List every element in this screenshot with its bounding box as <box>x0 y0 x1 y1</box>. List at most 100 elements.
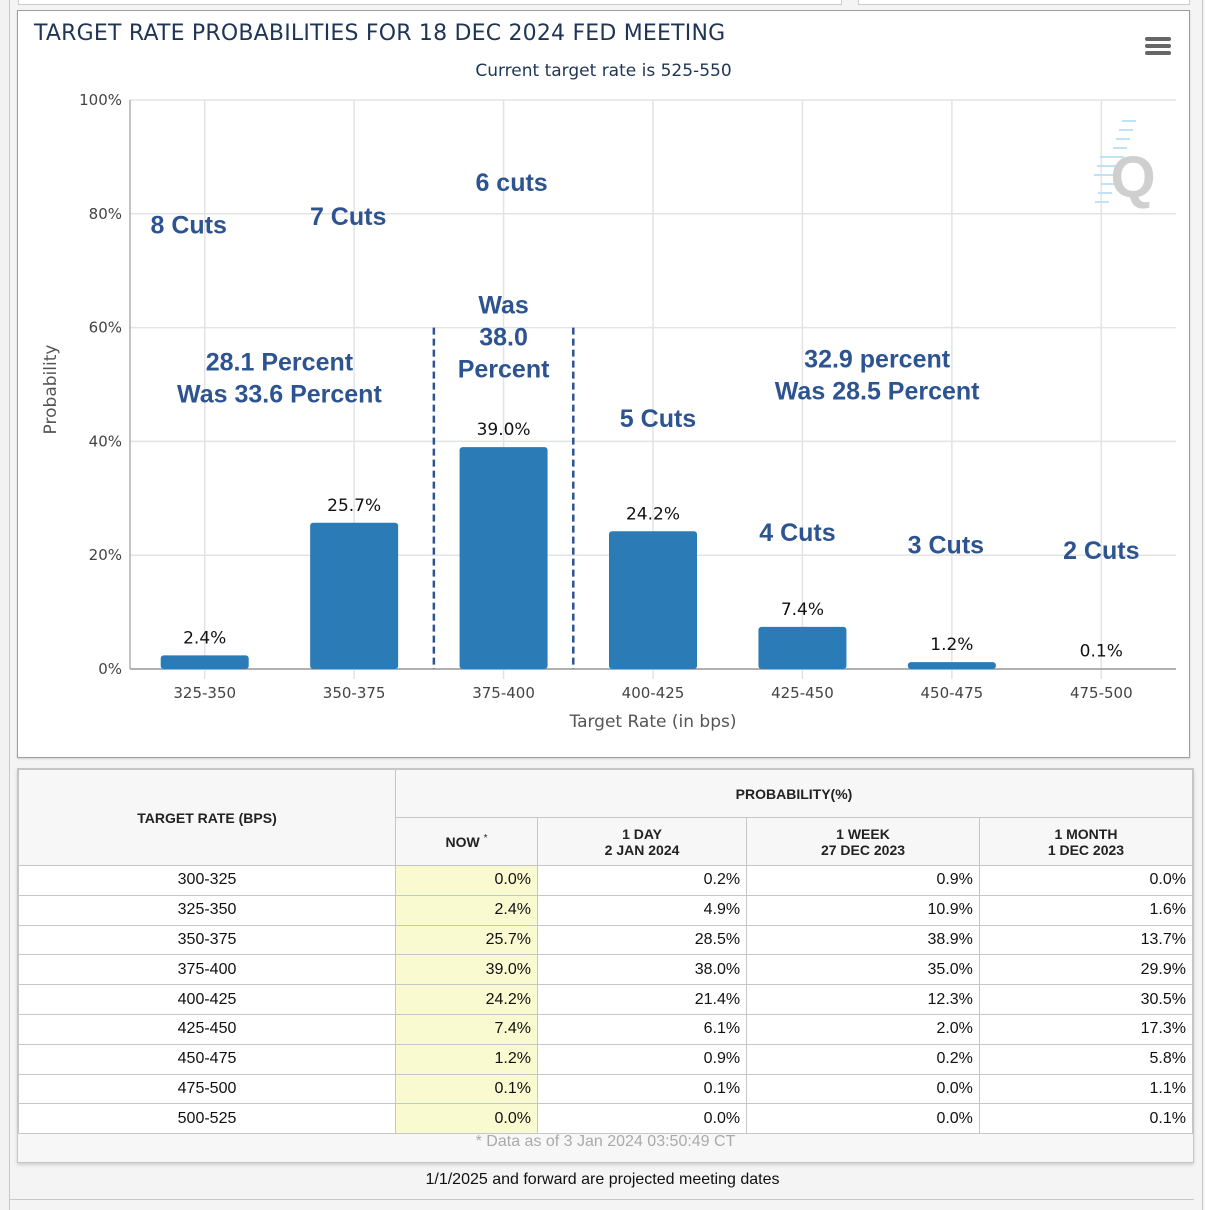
annotation-text: Was <box>478 291 528 319</box>
cell-now: 1.2% <box>395 1043 538 1075</box>
table-row: 300-325 0.0% 0.2% 0.9% 0.0% <box>17 865 1194 896</box>
y-tick-label: 100% <box>79 91 122 109</box>
cell-week: 35.0% <box>746 954 980 986</box>
annotation-text: 38.0 <box>479 323 528 351</box>
bar-350-375[interactable] <box>310 522 399 669</box>
table-row: 425-450 7.4% 6.1% 2.0% 17.3% <box>17 1013 1194 1045</box>
cell-week: 0.0% <box>746 1073 980 1105</box>
annotation-text: Percent <box>458 355 550 383</box>
cut-label: 7 Cuts <box>310 203 386 231</box>
data-label: 25.7% <box>327 496 381 516</box>
annotation-text: Was 33.6 Percent <box>177 380 382 408</box>
x-tick-label: 425-450 <box>771 684 834 702</box>
chart-panel: TARGET RATE PROBABILITIES FOR 18 DEC 202… <box>17 10 1190 758</box>
data-timestamp-footnote: * Data as of 3 Jan 2024 03:50:49 CT <box>475 1133 736 1150</box>
table-row: 450-475 1.2% 0.9% 0.2% 5.8% <box>17 1043 1194 1075</box>
chart-subtitle: Current target rate is 525-550 <box>475 61 732 81</box>
cell-rate: 375-400 <box>17 954 397 986</box>
chart-title: TARGET RATE PROBABILITIES FOR 18 DEC 202… <box>34 21 726 46</box>
cell-week: 0.2% <box>746 1043 980 1075</box>
cell-week: 10.9% <box>746 894 980 926</box>
cell-week: 0.0% <box>746 1103 980 1135</box>
cell-month: 0.0% <box>978 865 1194 896</box>
cell-now: 25.7% <box>395 924 538 956</box>
cell-month: 0.1% <box>978 1103 1194 1135</box>
cell-week: 0.9% <box>746 865 980 896</box>
page-left-border <box>0 0 10 1210</box>
data-label: 39.0% <box>477 420 531 440</box>
watermark-letter: Q <box>1110 145 1155 210</box>
bar-425-450[interactable] <box>758 626 847 669</box>
column-header-date: 1 DEC 2023 <box>1047 841 1125 858</box>
cut-label: 6 cuts <box>475 169 547 197</box>
footnote-marker: * <box>483 833 488 844</box>
bar-400-425[interactable] <box>609 531 697 669</box>
table-row: 475-500 0.1% 0.1% 0.0% 1.1% <box>17 1073 1194 1105</box>
cell-now: 2.4% <box>395 894 538 926</box>
cell-day: 28.5% <box>536 924 748 956</box>
cell-now: 39.0% <box>395 954 538 986</box>
cell-month: 1.6% <box>978 894 1194 926</box>
table-row: 375-400 39.0% 38.0% 35.0% 29.9% <box>17 954 1194 986</box>
column-header-line1: NOW <box>445 834 480 850</box>
y-tick-label: 20% <box>89 546 122 564</box>
y-tick-label: 60% <box>89 319 122 337</box>
header-target-rate: TARGET RATE (BPS) <box>17 769 397 866</box>
cell-week: 38.9% <box>746 924 980 956</box>
cell-month: 17.3% <box>978 1013 1194 1045</box>
cell-rate: 350-375 <box>17 924 397 956</box>
column-header-1-week: 1 WEEK 27 DEC 2023 <box>746 817 980 866</box>
header-probability: PROBABILITY(%) <box>395 769 1193 818</box>
x-tick-label: 325-350 <box>173 684 236 702</box>
data-label: 7.4% <box>781 600 824 620</box>
cut-label: 2 Cuts <box>1063 537 1139 565</box>
y-tick-label: 40% <box>89 432 122 450</box>
annotation-text: Was 28.5 Percent <box>775 377 980 405</box>
cell-month: 1.1% <box>978 1073 1194 1105</box>
probability-table: TARGET RATE (BPS) PROBABILITY(%) NOW * 1 … <box>17 769 1194 1135</box>
cell-day: 0.9% <box>536 1043 748 1075</box>
cell-now: 0.1% <box>395 1073 538 1105</box>
y-tick-label: 0% <box>98 660 122 678</box>
bar-450-475[interactable] <box>907 662 996 669</box>
table-row: 500-525 0.0% 0.0% 0.0% 0.1% <box>17 1103 1194 1135</box>
cell-rate: 475-500 <box>17 1073 397 1105</box>
column-header-line1: 1 DAY <box>622 825 663 842</box>
bar-325-350[interactable] <box>160 655 249 669</box>
column-header-line1: 1 WEEK <box>836 825 890 842</box>
annotation-text: 32.9 percent <box>804 345 951 373</box>
projected-dates-note: 1/1/2025 and forward are projected meeti… <box>425 1171 780 1188</box>
column-header-date: 2 JAN 2024 <box>604 841 680 858</box>
column-header-1-month: 1 MONTH 1 DEC 2023 <box>978 817 1194 866</box>
bottom-border <box>9 1199 1194 1200</box>
cell-now: 24.2% <box>395 984 538 1015</box>
column-header-line1: 1 MONTH <box>1054 825 1118 842</box>
top-strip <box>18 0 842 5</box>
cell-rate: 500-525 <box>17 1103 397 1135</box>
x-axis-title: Target Rate (in bps) <box>569 712 737 732</box>
table-row: 325-350 2.4% 4.9% 10.9% 1.6% <box>17 894 1194 926</box>
cut-label: 4 Cuts <box>759 519 835 547</box>
cut-label: 3 Cuts <box>908 531 984 559</box>
cell-rate: 450-475 <box>17 1043 397 1075</box>
x-tick-label: 400-425 <box>622 684 685 702</box>
cell-week: 2.0% <box>746 1013 980 1045</box>
data-label: 2.4% <box>183 628 226 648</box>
cell-now: 0.0% <box>395 865 538 896</box>
x-tick-label: 375-400 <box>472 684 535 702</box>
cell-day: 0.1% <box>536 1073 748 1105</box>
cell-rate: 325-350 <box>17 894 397 926</box>
cell-rate: 300-325 <box>17 865 397 896</box>
q-logo-icon: Q <box>1094 120 1156 210</box>
cell-rate: 425-450 <box>17 1013 397 1045</box>
cell-month: 5.8% <box>978 1043 1194 1075</box>
cell-now: 0.0% <box>395 1103 538 1135</box>
cell-day: 21.4% <box>536 984 748 1015</box>
table-row: 400-425 24.2% 21.4% 12.3% 30.5% <box>17 984 1194 1015</box>
cut-label: 5 Cuts <box>620 405 696 433</box>
hamburger-menu-icon[interactable] <box>1145 37 1171 57</box>
bar-375-400[interactable] <box>459 447 548 669</box>
x-tick-label: 350-375 <box>323 684 386 702</box>
data-label: 0.1% <box>1080 641 1123 661</box>
cell-now: 7.4% <box>395 1013 538 1045</box>
